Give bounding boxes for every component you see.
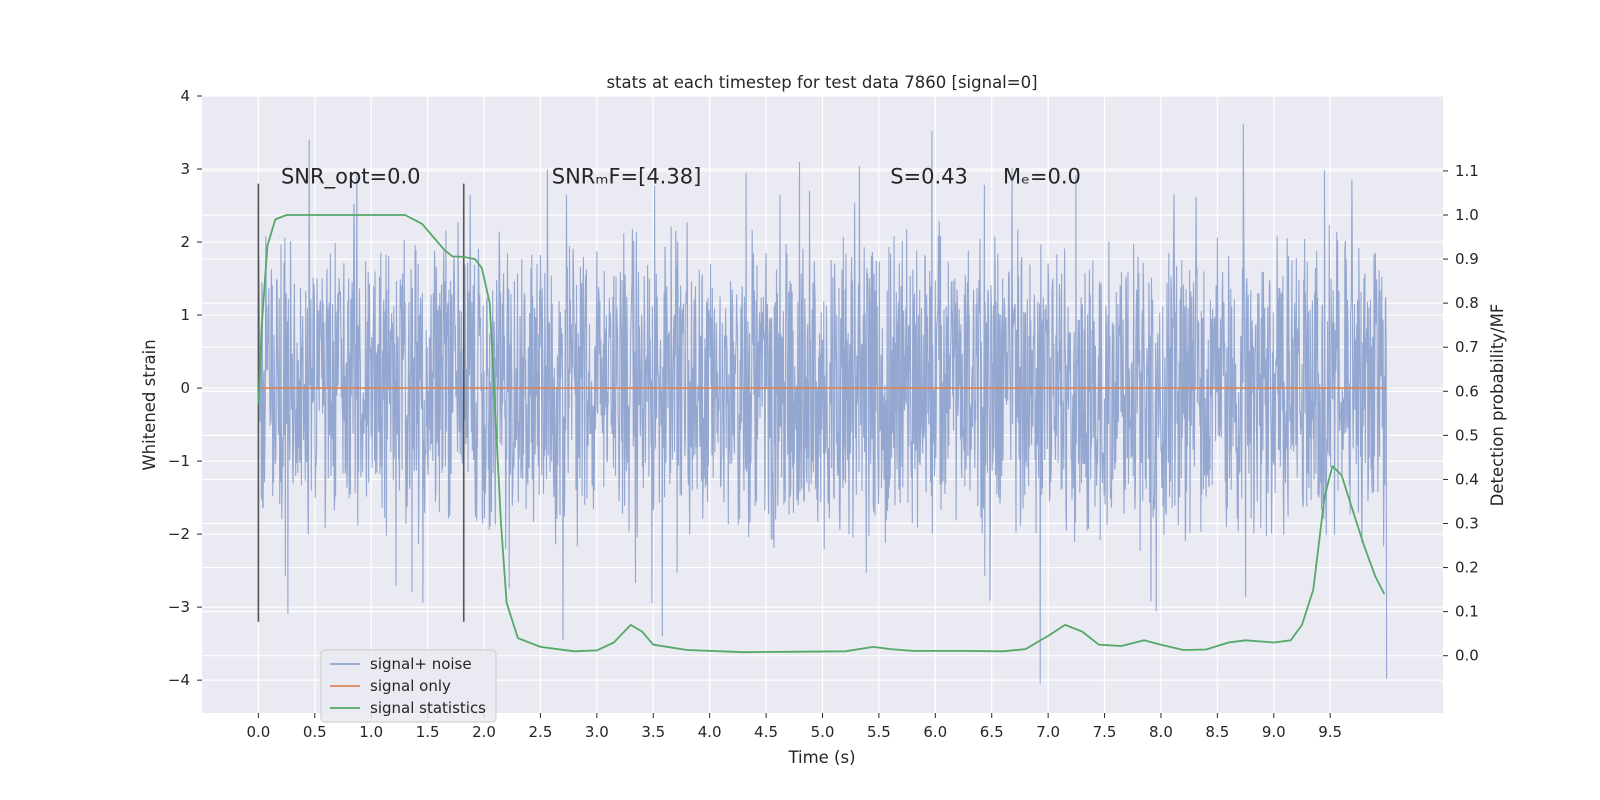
- y-tick-label-8: −4: [168, 671, 190, 689]
- x-tick-label-5: 2.5: [529, 723, 553, 741]
- y2-tick-label-6: 0.5: [1455, 426, 1479, 444]
- x-tick-label-15: 7.5: [1093, 723, 1117, 741]
- x-tick-label-17: 8.5: [1205, 723, 1229, 741]
- annotation-3: Mₑ=0.0: [1003, 165, 1081, 189]
- x-tick-label-16: 8.0: [1149, 723, 1173, 741]
- y-tick-label-2: 2: [180, 233, 190, 251]
- y-tick-label-5: −1: [168, 452, 190, 470]
- x-tick-label-12: 6.0: [923, 723, 947, 741]
- y-tick-label-7: −3: [168, 598, 190, 616]
- y2-tick-label-4: 0.7: [1455, 338, 1479, 356]
- x-tick-label-3: 1.5: [416, 723, 440, 741]
- y2-tick-label-8: 0.3: [1455, 514, 1479, 532]
- x-tick-label-2: 1.0: [359, 723, 383, 741]
- signal-statistics-series: [257, 214, 1386, 654]
- legend-label-signal-statistics: signal statistics: [370, 699, 486, 717]
- y-tick-label-4: 0: [180, 379, 190, 397]
- y2-axis-label: Detection probability/MF: [1488, 304, 1507, 507]
- y-tick-label-3: 1: [180, 306, 190, 324]
- x-tick-label-10: 5.0: [811, 723, 835, 741]
- x-tick-label-9: 4.5: [754, 723, 778, 741]
- chart-title: stats at each timestep for test data 786…: [606, 73, 1037, 92]
- legend-box: [320, 649, 497, 723]
- y2-tick-label-5: 0.6: [1455, 382, 1479, 400]
- x-tick-label-7: 3.5: [641, 723, 665, 741]
- y2-tick-label-0: 1.1: [1455, 162, 1479, 180]
- x-tick-label-0: 0.0: [246, 723, 270, 741]
- legend: signal+ noise signal only signal statist…: [320, 649, 497, 723]
- y-tick-label-1: 3: [180, 160, 190, 178]
- x-tick-label-11: 5.5: [867, 723, 891, 741]
- y2-tick-label-9: 0.2: [1455, 559, 1479, 577]
- x-tick-label-4: 2.0: [472, 723, 496, 741]
- tick-labels: 0.0 0.5 1.0 1.5 2.0 2.5 3.0 3.5 4.0 4.5 5.0 5.5 6.0 6…: [168, 87, 1479, 741]
- annotation-2: S=0.43: [890, 165, 968, 189]
- y2-tick-label-11: 0.0: [1455, 647, 1479, 665]
- x-tick-label-19: 9.5: [1318, 723, 1342, 741]
- legend-label-signal-noise: signal+ noise: [370, 655, 472, 673]
- x-tick-label-8: 4.0: [698, 723, 722, 741]
- legend-label-signal-only: signal only: [370, 677, 451, 695]
- x-axis-label: Time (s): [787, 748, 855, 767]
- x-tick-label-1: 0.5: [303, 723, 327, 741]
- y2-tick-label-3: 0.8: [1455, 294, 1479, 312]
- annotations: SNR_opt=0.0 SNRₘF=[4.38] S=0.43 Mₑ=0.0: [281, 165, 1081, 190]
- y2-tick-label-10: 0.1: [1455, 603, 1479, 621]
- y-axis-label: Whitened strain: [140, 339, 159, 470]
- x-tick-label-18: 9.0: [1262, 723, 1286, 741]
- signal-noise-line: [257, 123, 1388, 684]
- y2-tick-label-7: 0.4: [1455, 470, 1479, 488]
- signal-noise-series: [257, 123, 1388, 684]
- x-tick-label-6: 3.0: [585, 723, 609, 741]
- signal-statistics-line: [257, 214, 1386, 654]
- x-tick-label-14: 7.0: [1036, 723, 1060, 741]
- y-tick-label-0: 4: [180, 87, 190, 105]
- annotation-0: SNR_opt=0.0: [281, 165, 421, 190]
- y2-tick-label-1: 1.0: [1455, 206, 1479, 224]
- y-tick-label-6: −2: [168, 525, 190, 543]
- y2-tick-label-2: 0.9: [1455, 250, 1479, 268]
- annotation-1: SNRₘF=[4.38]: [552, 165, 702, 189]
- x-tick-label-13: 6.5: [980, 723, 1004, 741]
